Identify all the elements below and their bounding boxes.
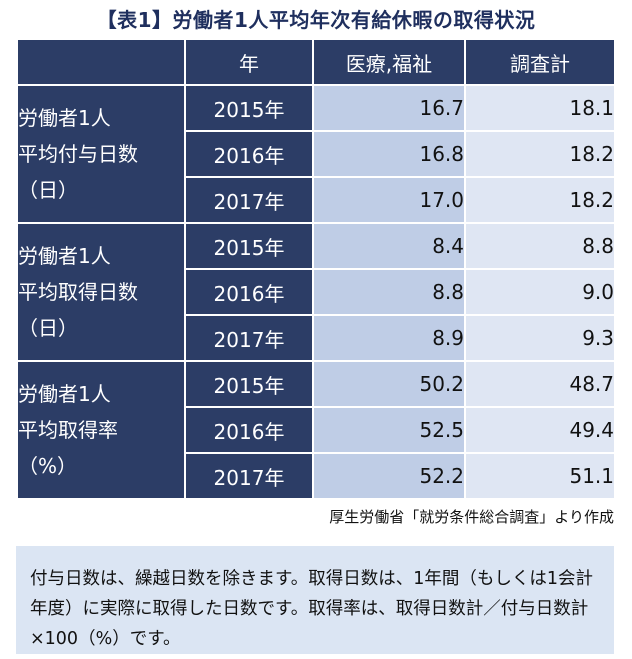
table-title: 【表1】労働者1人平均年次有給休暇の取得状況	[96, 8, 536, 32]
header-year: 年	[184, 38, 314, 86]
table-row: 2017年 8.9 9.3	[17, 314, 616, 362]
group-label-line: 労働者1人	[18, 382, 111, 406]
survey-total-value: 9.3	[464, 314, 616, 362]
header-medical-welfare: 医療,福祉	[312, 38, 466, 86]
table-row: 2017年 17.0 18.2	[17, 176, 616, 224]
survey-total-value: 48.7	[464, 360, 616, 408]
year-cell: 2015年	[184, 360, 314, 408]
survey-total-value: 18.2	[464, 176, 616, 224]
medical-welfare-value: 52.2	[312, 452, 466, 500]
year-cell: 2015年	[184, 84, 314, 132]
survey-total-value: 18.1	[464, 84, 616, 132]
group-label-line: （日）	[18, 178, 78, 202]
group-label-take-rate: 労働者1人 平均取得率 （%）	[16, 360, 186, 500]
leave-stats-table: 年 医療,福祉 調査計 労働者1人 平均付与日数 （日） 2015年 16.7 …	[16, 38, 616, 500]
year-cell: 2017年	[184, 314, 314, 362]
year-cell: 2016年	[184, 130, 314, 178]
survey-total-value: 18.2	[464, 130, 616, 178]
medical-welfare-value: 8.9	[312, 314, 466, 362]
medical-welfare-value: 8.4	[312, 222, 466, 270]
group-label-line: 平均付与日数	[18, 142, 138, 166]
header-blank	[16, 38, 186, 86]
medical-welfare-value: 16.8	[312, 130, 466, 178]
medical-welfare-value: 16.7	[312, 84, 466, 132]
year-cell: 2017年	[184, 176, 314, 224]
medical-welfare-value: 50.2	[312, 360, 466, 408]
survey-total-value: 51.1	[464, 452, 616, 500]
table-row: 2016年 16.8 18.2	[17, 130, 616, 178]
footnote-box: 付与日数は、繰越日数を除きます。取得日数は、1年間（もしくは1会計年度）に実際に…	[16, 546, 614, 654]
survey-total-value: 9.0	[464, 268, 616, 316]
medical-welfare-value: 17.0	[312, 176, 466, 224]
medical-welfare-value: 52.5	[312, 406, 466, 454]
year-cell: 2015年	[184, 222, 314, 270]
table-row: 2016年 52.5 49.4	[17, 406, 616, 454]
survey-total-value: 8.8	[464, 222, 616, 270]
group-label-line: 労働者1人	[18, 244, 111, 268]
table-row: 労働者1人 平均取得率 （%） 2015年 50.2 48.7	[16, 360, 616, 500]
group-label-line: 労働者1人	[18, 106, 111, 130]
footnote-text: 付与日数は、繰越日数を除きます。取得日数は、1年間（もしくは1会計年度）に実際に…	[30, 569, 594, 649]
year-cell: 2016年	[184, 268, 314, 316]
year-cell: 2017年	[184, 452, 314, 500]
medical-welfare-value: 8.8	[312, 268, 466, 316]
group-label-line: 平均取得日数	[18, 280, 138, 304]
group-label-line: （日）	[18, 316, 78, 340]
header-row: 年 医療,福祉 調査計	[16, 38, 616, 86]
table-row: 労働者1人 平均付与日数 （日） 2015年 16.7 18.1	[16, 84, 616, 224]
table-row: 2017年 52.2 51.1	[17, 452, 616, 500]
group-label-granted-days: 労働者1人 平均付与日数 （日）	[16, 84, 186, 224]
table-row: 2016年 8.8 9.0	[17, 268, 616, 316]
group-label-taken-days: 労働者1人 平均取得日数 （日）	[16, 222, 186, 362]
group-label-line: 平均取得率	[18, 418, 118, 442]
year-cell: 2016年	[184, 406, 314, 454]
group-label-line: （%）	[18, 454, 78, 478]
header-survey-total: 調査計	[464, 38, 616, 86]
source-note: 厚生労働省「就労条件総合調査」より作成	[329, 508, 614, 526]
survey-total-value: 49.4	[464, 406, 616, 454]
table-row: 労働者1人 平均取得日数 （日） 2015年 8.4 8.8	[16, 222, 616, 362]
